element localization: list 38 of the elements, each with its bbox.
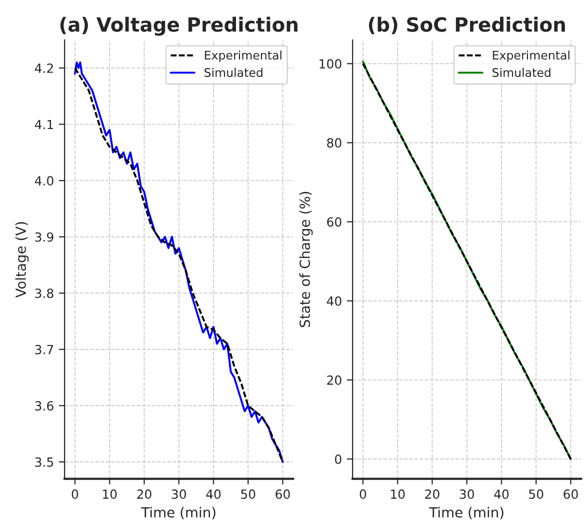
legend-label: Simulated: [492, 68, 550, 77]
y-tick-label: 3.8: [35, 288, 54, 298]
x-tick-label: 50: [529, 489, 544, 499]
x-tick-label: 20: [425, 489, 440, 499]
x-axis-title: Time (min): [141, 506, 216, 520]
y-tick-label: 4.0: [34, 176, 54, 186]
y-tick-label: 0: [335, 454, 342, 464]
x-tick-label: 10: [103, 489, 117, 499]
legend-label: Experimental: [492, 50, 570, 62]
x-tick-label: 20: [137, 489, 152, 499]
y-tick-label: 4.2: [34, 64, 53, 73]
legend-label: Experimental: [204, 50, 282, 62]
y-tick-label: 3.6: [35, 401, 54, 411]
x-tick-label: 0: [360, 489, 366, 499]
y-tick-label: 3.7: [35, 344, 54, 354]
y-tick-label: 100: [320, 59, 342, 69]
y-tick-label: 60: [327, 217, 342, 227]
y-tick-label: 4.1: [34, 120, 53, 130]
x-tick-label: 60: [564, 489, 578, 499]
x-tick-label: 40: [206, 489, 221, 499]
y-tick-label: 3.5: [35, 457, 54, 467]
x-tick-label: 0: [72, 489, 78, 499]
x-tick-label: 60: [276, 489, 290, 499]
x-tick-label: 30: [460, 489, 474, 499]
x-tick-label: 50: [241, 489, 256, 499]
y-tick-label: 20: [327, 375, 342, 385]
x-axis-title: Time (min): [429, 506, 504, 520]
legend-label: Simulated: [204, 68, 262, 77]
y-tick-label: 40: [326, 296, 342, 306]
y-axis-title: Voltage (V): [15, 222, 29, 298]
chart-title: (b) SoC Prediction: [368, 16, 565, 34]
y-tick-label: 80: [327, 138, 342, 148]
y-tick-label: 3.9: [35, 232, 54, 242]
y-axis-title: State of Charge (%): [299, 192, 313, 328]
x-tick-label: 30: [172, 489, 186, 499]
x-tick-label: 10: [391, 489, 405, 499]
chart-title: (a) Voltage Prediction: [60, 16, 298, 36]
x-tick-label: 40: [494, 489, 509, 499]
